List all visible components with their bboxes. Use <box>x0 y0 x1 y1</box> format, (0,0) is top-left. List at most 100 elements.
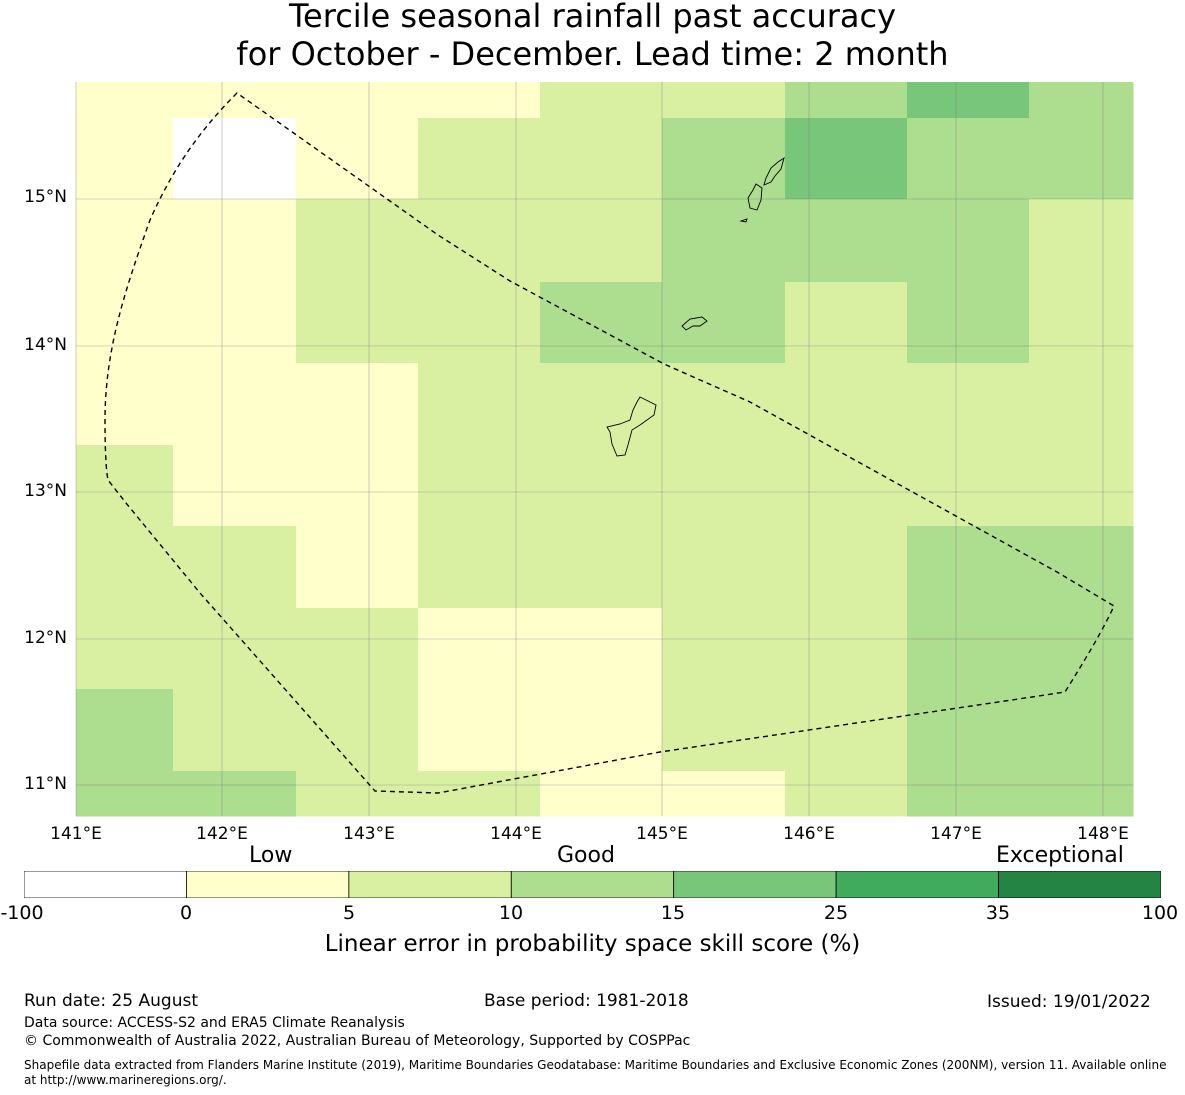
colorbar-segment <box>348 871 512 898</box>
grid-cell <box>76 82 174 119</box>
grid-cell <box>907 771 1030 817</box>
grid-cell <box>662 608 786 690</box>
grid-cell <box>296 118 419 200</box>
lon-label-142e: 142°E <box>196 824 248 844</box>
grid-cell <box>296 689 419 772</box>
grid-cell <box>76 363 174 446</box>
grid-cell <box>76 118 174 200</box>
grid-cell <box>76 608 174 690</box>
data-source: Data source: ACCESS-S2 and ERA5 Climate … <box>24 1015 405 1031</box>
lon-label-146e: 146°E <box>783 824 835 844</box>
grid-cell <box>296 771 419 817</box>
grid-cell <box>418 82 541 119</box>
base-period: Base period: 1981-2018 <box>484 991 689 1011</box>
grid-cell <box>296 526 419 609</box>
colorbar-tick: 0 <box>179 902 193 924</box>
colorbar-label: Linear error in probability space skill … <box>324 931 861 957</box>
map-title-line-2: for October - December. Lead time: 2 mon… <box>236 35 949 73</box>
lon-label-147e: 147°E <box>930 824 982 844</box>
grid-cell <box>173 771 297 817</box>
grid-cell <box>907 363 1030 446</box>
colorbar-tick: 10 <box>498 902 524 924</box>
colorbar-segment <box>24 871 187 898</box>
skill-score-map <box>75 82 1134 817</box>
run-date: Run date: 25 August <box>24 991 198 1011</box>
grid-cell <box>785 282 908 364</box>
lon-label-141e: 141°E <box>50 824 102 844</box>
island-aguijan <box>739 218 748 223</box>
copyright: © Commonwealth of Australia 2022, Austra… <box>24 1033 691 1049</box>
grid-cell <box>173 608 297 690</box>
colorbar-segment <box>673 871 837 898</box>
grid-cell <box>540 445 663 527</box>
lat-label-15n: 15°N <box>24 187 67 207</box>
grid-cell <box>418 199 541 283</box>
grid-cell <box>1029 363 1134 446</box>
grid-cell <box>418 363 541 446</box>
colorbar-tick: 15 <box>660 902 686 924</box>
legend-category-good: Good <box>557 843 615 868</box>
grid-cell <box>296 282 419 364</box>
grid-cell <box>418 118 541 200</box>
grid-cell <box>1029 199 1134 283</box>
lon-label-143e: 143°E <box>343 824 395 844</box>
shapefile-credit: Shapefile data extracted from Flanders M… <box>24 1058 1167 1087</box>
grid-cell <box>785 363 908 446</box>
grid-cell <box>540 526 663 609</box>
grid-cell <box>296 608 419 690</box>
colorbar-tick: 35 <box>985 902 1011 924</box>
lon-label-145e: 145°E <box>636 824 688 844</box>
grid-cell <box>296 445 419 527</box>
grid-cell <box>76 526 174 609</box>
grid-cell <box>662 526 786 609</box>
grid-cell <box>662 118 786 200</box>
grid-cell <box>540 82 663 119</box>
grid-cell <box>1029 82 1134 119</box>
legend-category-low: Low <box>249 843 293 868</box>
grid-cell <box>296 82 419 119</box>
colorbar-tick: -100 <box>0 902 44 924</box>
grid-cell <box>907 82 1030 119</box>
legend-category-exceptional: Exceptional <box>996 843 1124 868</box>
grid-cell <box>662 363 786 446</box>
grid-cell <box>173 445 297 527</box>
grid-cell <box>907 118 1030 200</box>
grid-cell <box>907 526 1030 609</box>
grid-cell <box>173 282 297 364</box>
grid-cell <box>785 689 908 772</box>
grid-cell <box>662 199 786 283</box>
grid-cell <box>418 282 541 364</box>
colorbar-segment <box>186 871 350 898</box>
islands <box>606 156 785 457</box>
lat-label-11n: 11°N <box>24 774 67 794</box>
graticule <box>75 82 1133 816</box>
grid-cell <box>1029 118 1134 200</box>
colorbar-segment <box>998 871 1161 898</box>
colorbar-tick: 100 <box>1141 902 1179 924</box>
grid-cell <box>907 608 1030 690</box>
grid-cell <box>1029 608 1134 690</box>
grid-cell <box>76 199 174 283</box>
grid-cell <box>1029 282 1134 364</box>
grid-cell <box>76 282 174 364</box>
grid-cell <box>418 689 541 772</box>
island-tinian <box>747 183 763 211</box>
colorbar <box>24 871 1161 898</box>
grid-cell <box>907 445 1030 527</box>
grid-cell <box>1029 526 1134 609</box>
grid-cell <box>662 282 786 364</box>
colorbar-tick: 5 <box>342 902 356 924</box>
lat-label-14n: 14°N <box>24 335 67 355</box>
grid-cell <box>76 771 174 817</box>
grid-cell <box>540 363 663 446</box>
grid-cell <box>540 199 663 283</box>
grid-cell <box>785 445 908 527</box>
grid-cell <box>907 199 1030 283</box>
colorbar-tick: 25 <box>823 902 849 924</box>
grid-cell <box>540 689 663 772</box>
grid-cell <box>785 608 908 690</box>
grid-cell <box>540 282 663 364</box>
map-title-line-1: Tercile seasonal rainfall past accuracy <box>288 0 897 35</box>
island-rota <box>681 316 708 331</box>
lat-label-13n: 13°N <box>24 481 67 501</box>
